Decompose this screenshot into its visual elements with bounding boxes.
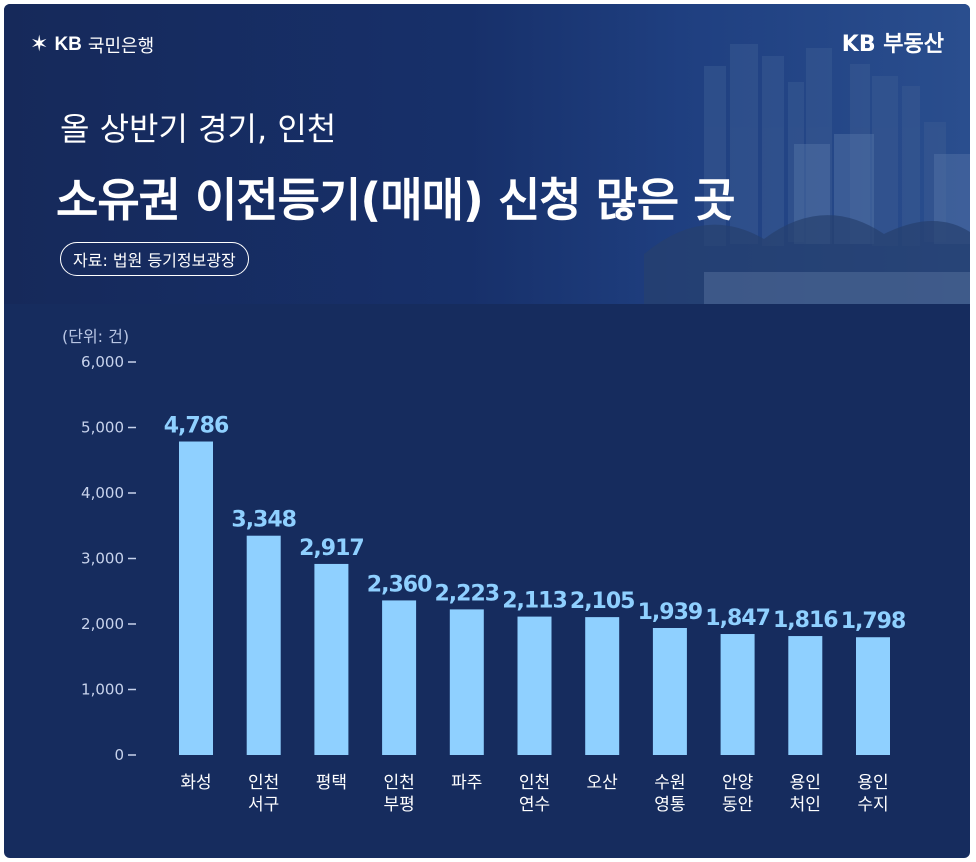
unit-label: (단위: 건)	[62, 327, 129, 346]
category-label: 인천 연수	[519, 773, 550, 815]
kb-star-icon: ✶	[30, 32, 49, 57]
bar	[179, 441, 213, 755]
bar-value-label: 1,939	[638, 600, 703, 625]
y-tick-label: 0	[114, 746, 124, 764]
bar-value-label: 2,360	[367, 572, 432, 597]
chart-subtitle: 올 상반기 경기, 인천	[60, 110, 337, 148]
bar	[652, 627, 687, 755]
bar-chart: (단위: 건) 01,0002,0003,0004,0005,0006,000 …	[62, 327, 906, 815]
bar-value-label: 1,798	[841, 609, 906, 634]
bar-value-label: 2,105	[570, 589, 635, 614]
category-label: 평택	[316, 773, 347, 793]
bar	[517, 616, 552, 755]
source-badge: 자료: 법원 등기정보광장	[60, 242, 249, 276]
category-label: 안양 동안	[722, 773, 754, 815]
kb-realestate-logo: KB 부동산	[841, 32, 944, 57]
kb-logo-name: 국민은행	[87, 36, 155, 57]
bar	[856, 637, 890, 755]
category-label: 인천 서구	[248, 773, 279, 815]
header-banner: ✶ KB 국민은행 KB 부동산 올 상반기 경기, 인천 소유권 이전등기(매…	[4, 4, 970, 304]
y-tick-label: 4,000	[81, 484, 124, 502]
category-label: 파주	[451, 773, 482, 793]
category-label: 수원 영통	[654, 773, 685, 815]
bar-value-label: 2,113	[502, 589, 567, 614]
category-label: 화성	[180, 773, 211, 793]
bar	[720, 634, 755, 755]
bar-value-label: 1,847	[705, 606, 770, 631]
bar	[314, 563, 349, 755]
kb-bank-logo: ✶ KB 국민은행	[30, 32, 154, 58]
bar-value-label: 4,786	[164, 414, 229, 439]
kb-logo-text: KB	[54, 34, 82, 55]
y-tick-label: 1,000	[81, 681, 124, 699]
city-skyline-image	[644, 44, 970, 304]
chart-title: 소유권 이전등기(매매) 신청 많은 곳	[56, 173, 736, 227]
bar	[585, 617, 620, 755]
bar	[382, 600, 417, 755]
bar-value-label: 2,917	[299, 536, 364, 561]
category-label: 오산	[587, 773, 619, 793]
y-tick-label: 3,000	[81, 550, 124, 568]
bar-value-label: 1,816	[773, 608, 838, 633]
bar	[449, 609, 484, 755]
category-label: 인천 부평	[383, 773, 414, 815]
bar	[246, 535, 281, 755]
y-tick-label: 2,000	[81, 615, 124, 633]
y-tick-label: 5,000	[81, 419, 124, 437]
bar	[788, 636, 823, 755]
category-label: 용인 수지	[857, 773, 888, 815]
category-label: 용인 처인	[790, 773, 821, 815]
infographic-card: ✶ KB 국민은행 KB 부동산 올 상반기 경기, 인천 소유권 이전등기(매…	[4, 4, 970, 858]
y-tick-label: 6,000	[81, 353, 124, 371]
bar-value-label: 3,348	[231, 508, 296, 533]
bar-value-label: 2,223	[435, 581, 500, 606]
